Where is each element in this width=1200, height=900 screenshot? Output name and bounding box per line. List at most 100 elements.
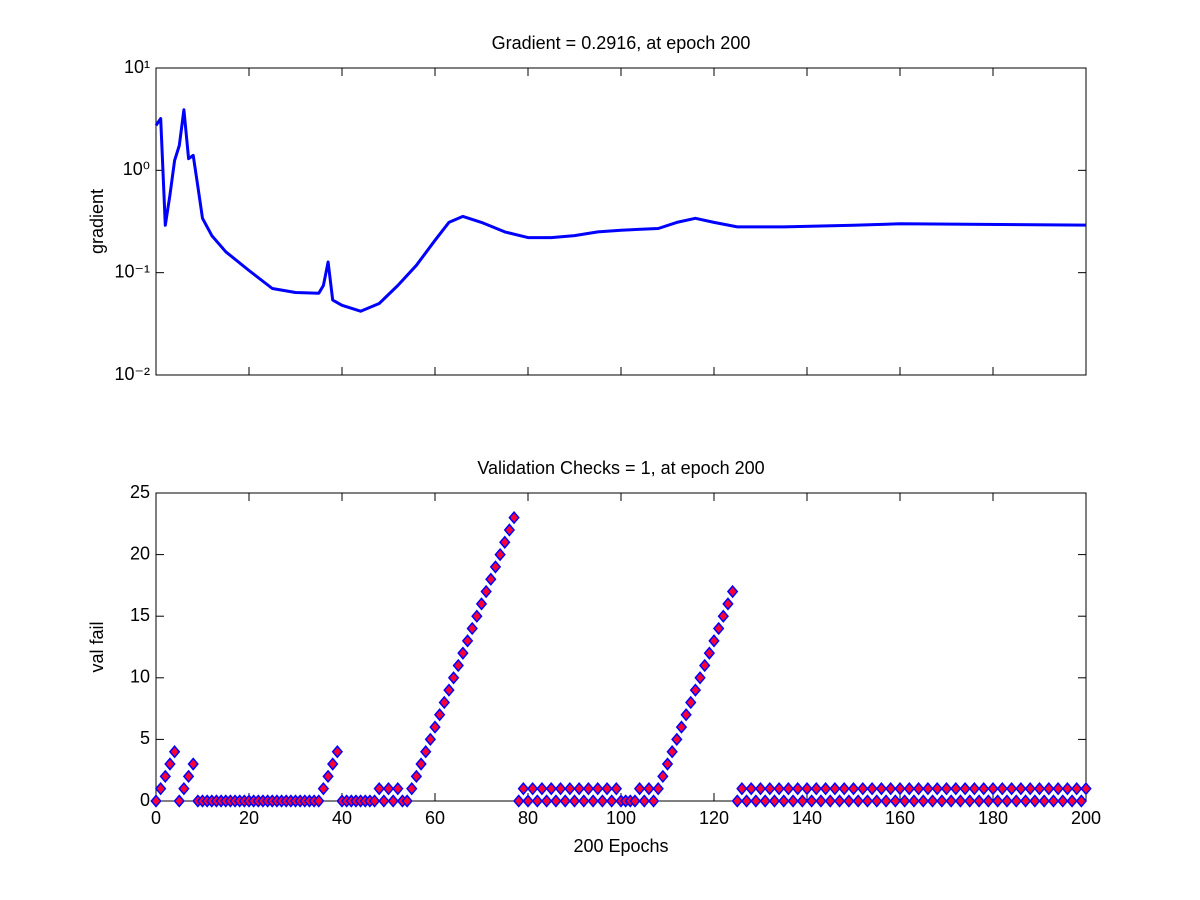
val-fail-marker <box>773 782 785 796</box>
val-fail-marker <box>545 782 557 796</box>
val-fail-marker <box>531 794 543 808</box>
val-fail-marker <box>866 782 878 796</box>
val-fail-marker <box>940 782 953 796</box>
y-tick-label: 5 <box>140 728 150 748</box>
val-fail-marker <box>792 782 804 796</box>
val-fail-marker <box>894 782 906 796</box>
val-fail-marker <box>494 547 506 562</box>
val-fail-marker <box>996 782 1008 796</box>
val-fail-marker <box>931 782 943 796</box>
val-fail-marker <box>829 782 841 796</box>
val-fail-marker <box>1029 794 1041 808</box>
val-fail-marker <box>647 794 660 808</box>
val-fail-marker <box>699 658 711 673</box>
val-fail-marker <box>475 597 488 611</box>
val-fail-marker <box>657 769 669 784</box>
chart-title: Gradient = 0.2916, at epoch 200 <box>492 33 751 53</box>
val-fail-marker <box>1043 782 1055 796</box>
x-tick-label: 200 <box>1071 808 1101 828</box>
val-fail-marker <box>815 794 827 808</box>
val-fail-marker <box>689 683 702 697</box>
val-fail-marker <box>424 732 437 747</box>
val-fail-marker <box>838 782 850 796</box>
val-fail-marker <box>173 794 185 808</box>
y-axis-label: gradient <box>87 189 107 254</box>
val-fail-marker <box>550 794 562 808</box>
val-fail-marker <box>936 794 948 808</box>
val-fail-marker <box>722 597 734 611</box>
val-fail-marker <box>978 782 990 796</box>
val-fail-marker <box>317 782 330 796</box>
x-tick-label: 160 <box>885 808 915 828</box>
val-fail-marker <box>903 782 915 796</box>
val-fail-marker <box>950 782 962 796</box>
val-fail-marker <box>1075 794 1088 808</box>
y-tick-label: 0 <box>140 790 150 810</box>
val-fail-marker <box>991 794 1004 808</box>
val-fail-marker <box>154 782 167 796</box>
val-fail-marker <box>1080 782 1092 796</box>
val-fail-marker <box>610 782 623 796</box>
y-axis-label: val fail <box>87 621 107 672</box>
val-fail-marker <box>787 794 799 808</box>
val-fail-marker <box>187 757 199 771</box>
val-fail-marker <box>596 794 609 808</box>
val-fail-marker <box>587 794 599 808</box>
val-fail-marker <box>731 794 743 808</box>
val-fail-marker <box>736 782 748 796</box>
val-fail-marker <box>1057 794 1069 808</box>
val-fail-marker <box>964 794 976 808</box>
val-fail-marker <box>680 708 692 722</box>
val-fail-marker <box>652 782 664 796</box>
val-fail-marker <box>582 782 595 796</box>
val-fail-marker <box>810 782 822 796</box>
val-fail-marker <box>633 782 646 796</box>
val-fail-marker <box>819 782 832 796</box>
val-fail-marker <box>368 794 381 808</box>
val-fail-marker <box>406 782 418 796</box>
val-fail-marker <box>540 794 553 808</box>
val-fail-marker <box>1005 782 1018 796</box>
val-fail-marker <box>592 782 604 796</box>
val-fail-marker <box>871 794 883 808</box>
val-fail-marker <box>499 535 511 549</box>
val-fail-marker <box>889 794 902 808</box>
val-fail-marker <box>1024 782 1036 796</box>
val-fail-marker <box>740 794 753 808</box>
val-fail-marker <box>485 572 497 586</box>
val-fail-marker <box>796 794 809 808</box>
val-fail-marker <box>694 671 706 685</box>
val-fail-marker <box>168 745 181 759</box>
val-fail-marker <box>987 782 999 796</box>
x-tick-label: 40 <box>332 808 352 828</box>
val-fail-marker <box>926 794 939 808</box>
val-fail-marker <box>750 794 762 808</box>
y-tick-label: 10 <box>130 667 150 687</box>
val-fail-marker <box>880 794 892 808</box>
val-fail-marker <box>671 732 683 747</box>
val-fail-marker <box>164 757 176 771</box>
val-fail-marker <box>885 782 897 796</box>
val-fail-marker <box>522 794 534 808</box>
val-fail-marker <box>438 695 450 710</box>
y-tick-label: 10⁻² <box>114 364 150 384</box>
val-fail-marker <box>643 782 655 796</box>
val-fail-marker <box>717 609 729 623</box>
x-tick-label: 80 <box>518 808 538 828</box>
val-fail-marker <box>466 621 478 636</box>
val-fail-marker <box>1001 794 1013 808</box>
val-fail-marker <box>703 646 716 660</box>
val-fail-marker <box>410 769 423 784</box>
x-axis-label: 200 Epochs <box>573 836 668 856</box>
val-fail-marker <box>833 794 846 808</box>
val-fail-marker <box>554 782 567 796</box>
x-tick-label: 100 <box>606 808 636 828</box>
val-fail-marker <box>875 782 888 796</box>
val-fail-marker <box>852 794 864 808</box>
val-fail-marker <box>726 584 739 599</box>
y-tick-label: 10¹ <box>124 57 150 77</box>
val-fail-marker <box>489 560 502 574</box>
val-fail-marker <box>764 782 776 796</box>
val-fail-marker <box>559 794 571 808</box>
